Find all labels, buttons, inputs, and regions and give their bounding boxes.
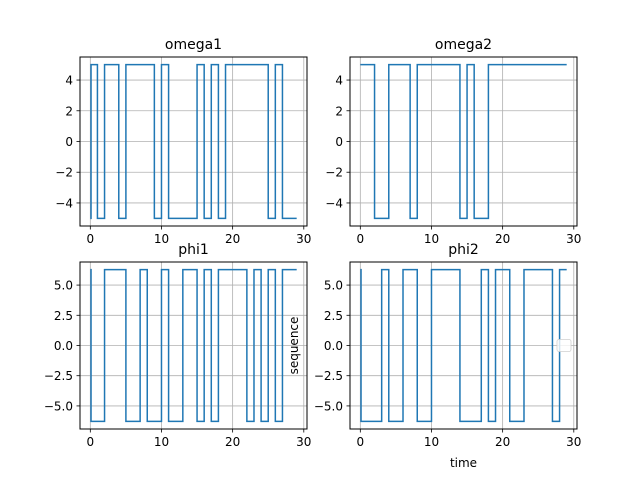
y-tick-label: −2 bbox=[325, 166, 343, 180]
y-tick-label: 0 bbox=[65, 135, 73, 149]
series-line-omega1 bbox=[90, 63, 297, 220]
x-tick-label: 0 bbox=[356, 232, 364, 246]
y-tick-label: 0.0 bbox=[324, 339, 343, 353]
x-tick-label: 0 bbox=[86, 435, 94, 449]
subplot-title: phi1 bbox=[178, 242, 209, 258]
y-tick-label: −5.0 bbox=[44, 399, 73, 413]
x-tick-label: 0 bbox=[356, 435, 364, 449]
x-axis-label: time bbox=[450, 456, 477, 470]
series-line-phi1 bbox=[90, 268, 297, 423]
y-tick-label: 2 bbox=[335, 104, 343, 118]
x-tick-label: 10 bbox=[424, 232, 439, 246]
subplot-title: phi2 bbox=[448, 242, 479, 258]
x-tick-label: 20 bbox=[495, 435, 510, 449]
y-tick-label: 5.0 bbox=[324, 279, 343, 293]
y-tick-label: 4 bbox=[335, 74, 343, 88]
y-tick-label: −2 bbox=[55, 166, 73, 180]
x-tick-label: 20 bbox=[495, 232, 510, 246]
y-tick-label: −2.5 bbox=[314, 369, 343, 383]
y-axis-label: sequence bbox=[287, 317, 301, 375]
y-tick-label: 0 bbox=[335, 135, 343, 149]
x-tick-label: 10 bbox=[154, 435, 169, 449]
x-tick-label: 20 bbox=[225, 232, 240, 246]
subplot-4: 0 10 20 30 5.0 2.5 0.0 −2.5 −5.0 phi2 time sequence bbox=[287, 242, 581, 470]
x-tick-label: 30 bbox=[296, 232, 311, 246]
y-tick-label: −5.0 bbox=[314, 399, 343, 413]
subplot-3: 0 10 20 30 5.0 2.5 0.0 −2.5 −5.0 phi1 bbox=[44, 242, 312, 449]
series-line-omega2 bbox=[360, 63, 567, 220]
y-tick-label: 2.5 bbox=[54, 309, 73, 323]
x-tick-label: 10 bbox=[154, 232, 169, 246]
y-tick-label: 2 bbox=[65, 104, 73, 118]
y-tick-label: −4 bbox=[325, 196, 343, 210]
y-tick-label: −2.5 bbox=[44, 369, 73, 383]
x-tick-label: 20 bbox=[225, 435, 240, 449]
x-tick-label: 10 bbox=[424, 435, 439, 449]
y-tick-label: 0.0 bbox=[54, 339, 73, 353]
y-tick-label: 2.5 bbox=[324, 309, 343, 323]
legend-box bbox=[556, 339, 572, 352]
series-line-phi2 bbox=[360, 268, 567, 423]
x-tick-label: 30 bbox=[296, 435, 311, 449]
x-tick-label: 30 bbox=[566, 435, 581, 449]
x-tick-label: 0 bbox=[86, 232, 94, 246]
x-tick-label: 30 bbox=[566, 232, 581, 246]
y-tick-label: 5.0 bbox=[54, 279, 73, 293]
y-tick-label: 4 bbox=[65, 74, 73, 88]
subplot-title: omega1 bbox=[165, 37, 222, 53]
subplot-title: omega2 bbox=[435, 37, 492, 53]
y-tick-label: −4 bbox=[55, 196, 73, 210]
